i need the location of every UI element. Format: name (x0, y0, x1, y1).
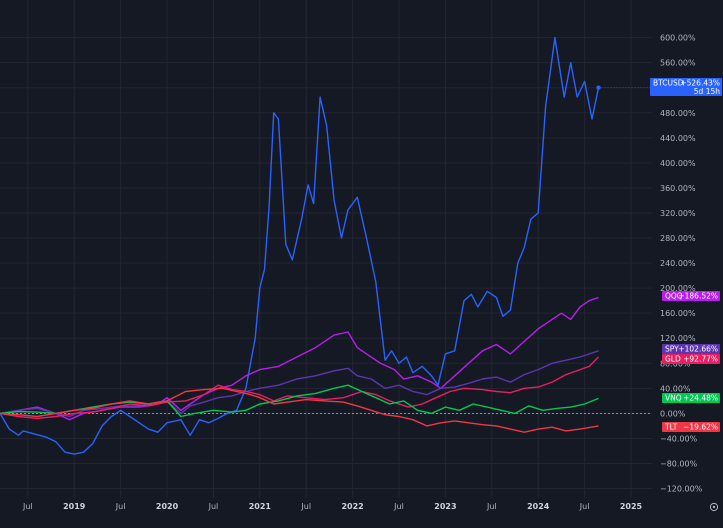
price-tag-gld (662, 354, 720, 364)
price-tag-spy (662, 344, 720, 354)
settings-icon[interactable] (709, 502, 719, 512)
y-tick-label: 120.00% (660, 334, 696, 343)
y-tick-label: 160.00% (660, 309, 696, 318)
y-tick-label: 560.00% (660, 59, 696, 68)
x-tick-label: Jul (208, 502, 219, 511)
x-tick-label: 2022 (341, 502, 363, 511)
x-tick-label: 2023 (434, 502, 456, 511)
price-tag-tlt (662, 422, 720, 432)
x-tick-label: Jul (300, 502, 311, 511)
series-line-btcusd[interactable] (0, 36, 600, 455)
y-tick-label: −120.00% (660, 485, 703, 494)
x-tick-label: Jul (22, 502, 33, 511)
x-tick-label: 2021 (249, 502, 272, 511)
y-tick-label: 440.00% (660, 134, 696, 143)
y-tick-label: 400.00% (660, 159, 696, 168)
y-tick-label: 280.00% (660, 234, 696, 243)
price-tag-qqq (662, 291, 720, 301)
y-tick-label: 320.00% (660, 209, 696, 218)
price-tag-btcusd (650, 78, 722, 96)
price-tag-symbol: BTCUSD (653, 79, 684, 88)
chart-grid (0, 0, 652, 498)
y-tick-label: 600.00% (660, 34, 696, 43)
y-tick-label: 40.00% (660, 384, 691, 393)
x-tick-label: 2019 (63, 502, 86, 511)
x-tick-label: 2024 (527, 502, 550, 511)
series-price-tags: BTCUSD+526.43%5d 15h QQQ+186.52% SPY +102.6… (650, 78, 722, 432)
price-tag-symbol: VNQ (665, 394, 682, 403)
price-tag-value: +24.48% (683, 394, 718, 403)
series-line-spy[interactable] (0, 350, 599, 418)
price-tag-symbol: SPY (665, 345, 679, 354)
price-tag-vnq (662, 393, 720, 403)
series-line-gld[interactable] (0, 356, 599, 420)
y-tick-label: 200.00% (660, 284, 696, 293)
y-tick-label: 360.00% (660, 184, 696, 193)
price-tag-countdown: 5d 15h (694, 87, 720, 96)
x-tick-label: Jul (579, 502, 590, 511)
series-layer (0, 36, 652, 455)
price-tag-value: +92.77% (683, 355, 718, 364)
y-tick-label: 0.00% (660, 409, 686, 418)
x-tick-label: Jul (393, 502, 404, 511)
price-tag-value: +526.43% (680, 79, 720, 88)
series-line-qqq[interactable] (0, 296, 599, 421)
y-tick-label: −80.00% (660, 460, 698, 469)
price-tag-symbol: TLT (664, 423, 678, 432)
x-tick-label: Jul (486, 502, 497, 511)
price-tag-symbol: GLD (665, 355, 681, 364)
y-tick-label: 480.00% (660, 109, 696, 118)
price-tag-value: +186.52% (678, 292, 718, 301)
price-tag-value: −19.62% (683, 423, 718, 432)
y-tick-label: 240.00% (660, 259, 696, 268)
x-tick-label: 2025 (620, 502, 643, 511)
x-axis[interactable]: Jul 2019 Jul 2020 Jul 2021 Jul 2022 Jul 2023 Jul 20… (22, 502, 643, 511)
x-tick-label: Jul (115, 502, 126, 511)
x-tick-label: 2020 (156, 502, 179, 511)
price-tag-value: +102.66% (678, 345, 718, 354)
y-tick-label: −40.00% (660, 434, 698, 443)
series-line-tlt[interactable] (0, 387, 599, 433)
price-tag-symbol: QQQ (665, 292, 683, 301)
